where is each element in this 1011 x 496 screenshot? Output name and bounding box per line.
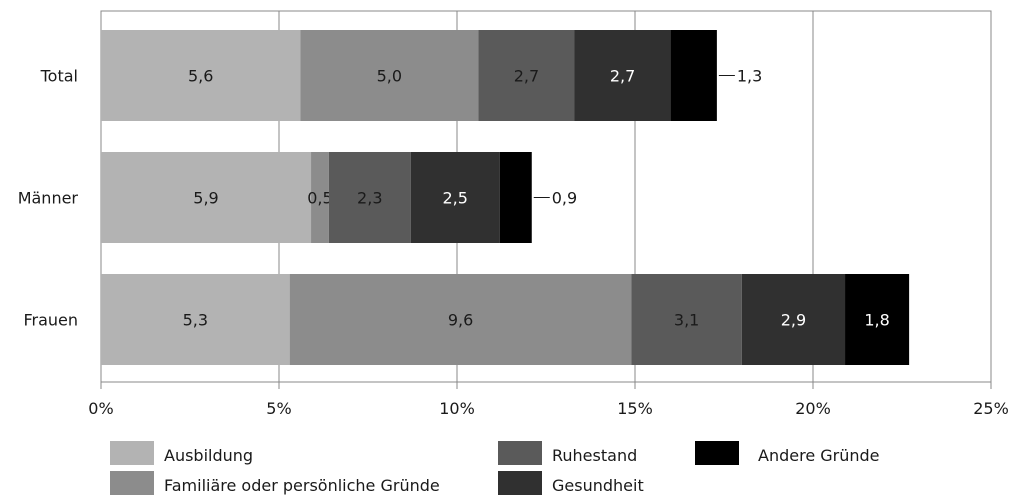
category-label-0: Total [40,67,78,86]
data-label-1-1: 0,5 [307,189,332,208]
legend-label-4: Andere Gründe [758,446,880,465]
data-label-1-0: 5,9 [193,189,218,208]
bar-segment-1-4 [499,152,532,243]
bar-segment-1-2 [328,152,411,243]
legend-swatch-1 [110,471,154,495]
bar-segment-0-4 [670,30,717,121]
legend-label-1: Familiäre oder persönliche Gründe [164,476,440,495]
bar-segment-0-1 [300,30,479,121]
tick-label-x-0: 0% [88,399,113,418]
bar-segment-2-4 [845,274,910,365]
bar-segment-1-3 [410,152,500,243]
data-label-2-2: 3,1 [674,311,699,330]
tick-label-x-1: 5% [266,399,291,418]
data-label-0-0: 5,6 [188,67,213,86]
category-label-2: Frauen [23,311,78,330]
data-label-1-2: 2,3 [357,189,382,208]
tick-label-x-4: 20% [795,399,831,418]
bar-segment-2-0 [101,274,290,365]
outside-label-0: 1,3 [737,67,762,86]
data-label-1-3: 2,5 [442,189,467,208]
data-label-0-2: 2,7 [514,67,539,86]
bar-segment-1-0 [101,152,312,243]
data-label-2-0: 5,3 [183,311,208,330]
bar-segment-0-0 [101,30,301,121]
data-label-0-3: 2,7 [610,67,635,86]
tick-label-x-3: 15% [617,399,653,418]
outside-label-1: 0,9 [552,189,577,208]
tick-label-x-5: 25% [973,399,1009,418]
data-label-2-3: 2,9 [781,311,806,330]
legend-swatch-4 [695,441,739,465]
legend-swatch-0 [110,441,154,465]
tick-label-x-2: 10% [439,399,475,418]
bar-segment-0-2 [478,30,575,121]
legend-label-3: Gesundheit [552,476,644,495]
bar-segment-1-1 [311,152,329,243]
legend-label-2: Ruhestand [552,446,637,465]
legend-label-0: Ausbildung [164,446,253,465]
data-label-0-1: 5,0 [377,67,402,86]
data-label-2-1: 9,6 [448,311,473,330]
data-label-2-4: 1,8 [864,311,889,330]
bar-segment-0-3 [574,30,671,121]
bar-segment-2-2 [631,274,742,365]
legend-swatch-2 [498,441,542,465]
category-label-1: Männer [18,189,79,208]
legend-swatch-3 [498,471,542,495]
bar-segment-2-3 [741,274,846,365]
bar-segment-2-1 [289,274,632,365]
